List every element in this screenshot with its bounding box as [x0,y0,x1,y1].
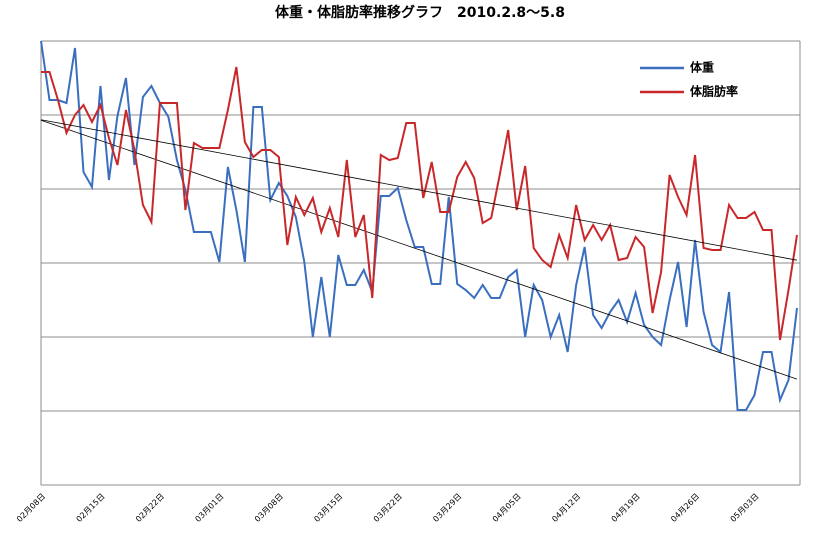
x-tick-label: 05月03日 [729,492,761,524]
series-line [41,66,798,341]
series-line [40,40,798,411]
x-tick-label: 02月15日 [75,492,107,524]
x-tick-label: 03月15日 [312,492,344,524]
x-tick-label: 04月26日 [669,492,701,524]
trend-line [40,119,798,380]
x-tick-label: 03月29日 [431,492,463,524]
x-tick-label: 04月19日 [610,492,642,524]
x-tick-label: 04月05日 [491,492,523,524]
legend-label: 体脂肪率 [690,84,738,99]
x-tick-label: 03月01日 [193,492,225,524]
x-tick-label: 02月08日 [15,492,47,524]
legend-label: 体重 [690,60,714,75]
x-tick-label: 04月12日 [550,492,582,524]
chart-title: 体重・体脂肪率推移グラフ 2010.2.8～5.8 [275,4,565,21]
trend-line [40,119,798,261]
x-tick-label: 02月22日 [134,492,166,524]
x-tick-label: 03月08日 [253,492,285,524]
x-tick-label: 03月22日 [372,492,404,524]
